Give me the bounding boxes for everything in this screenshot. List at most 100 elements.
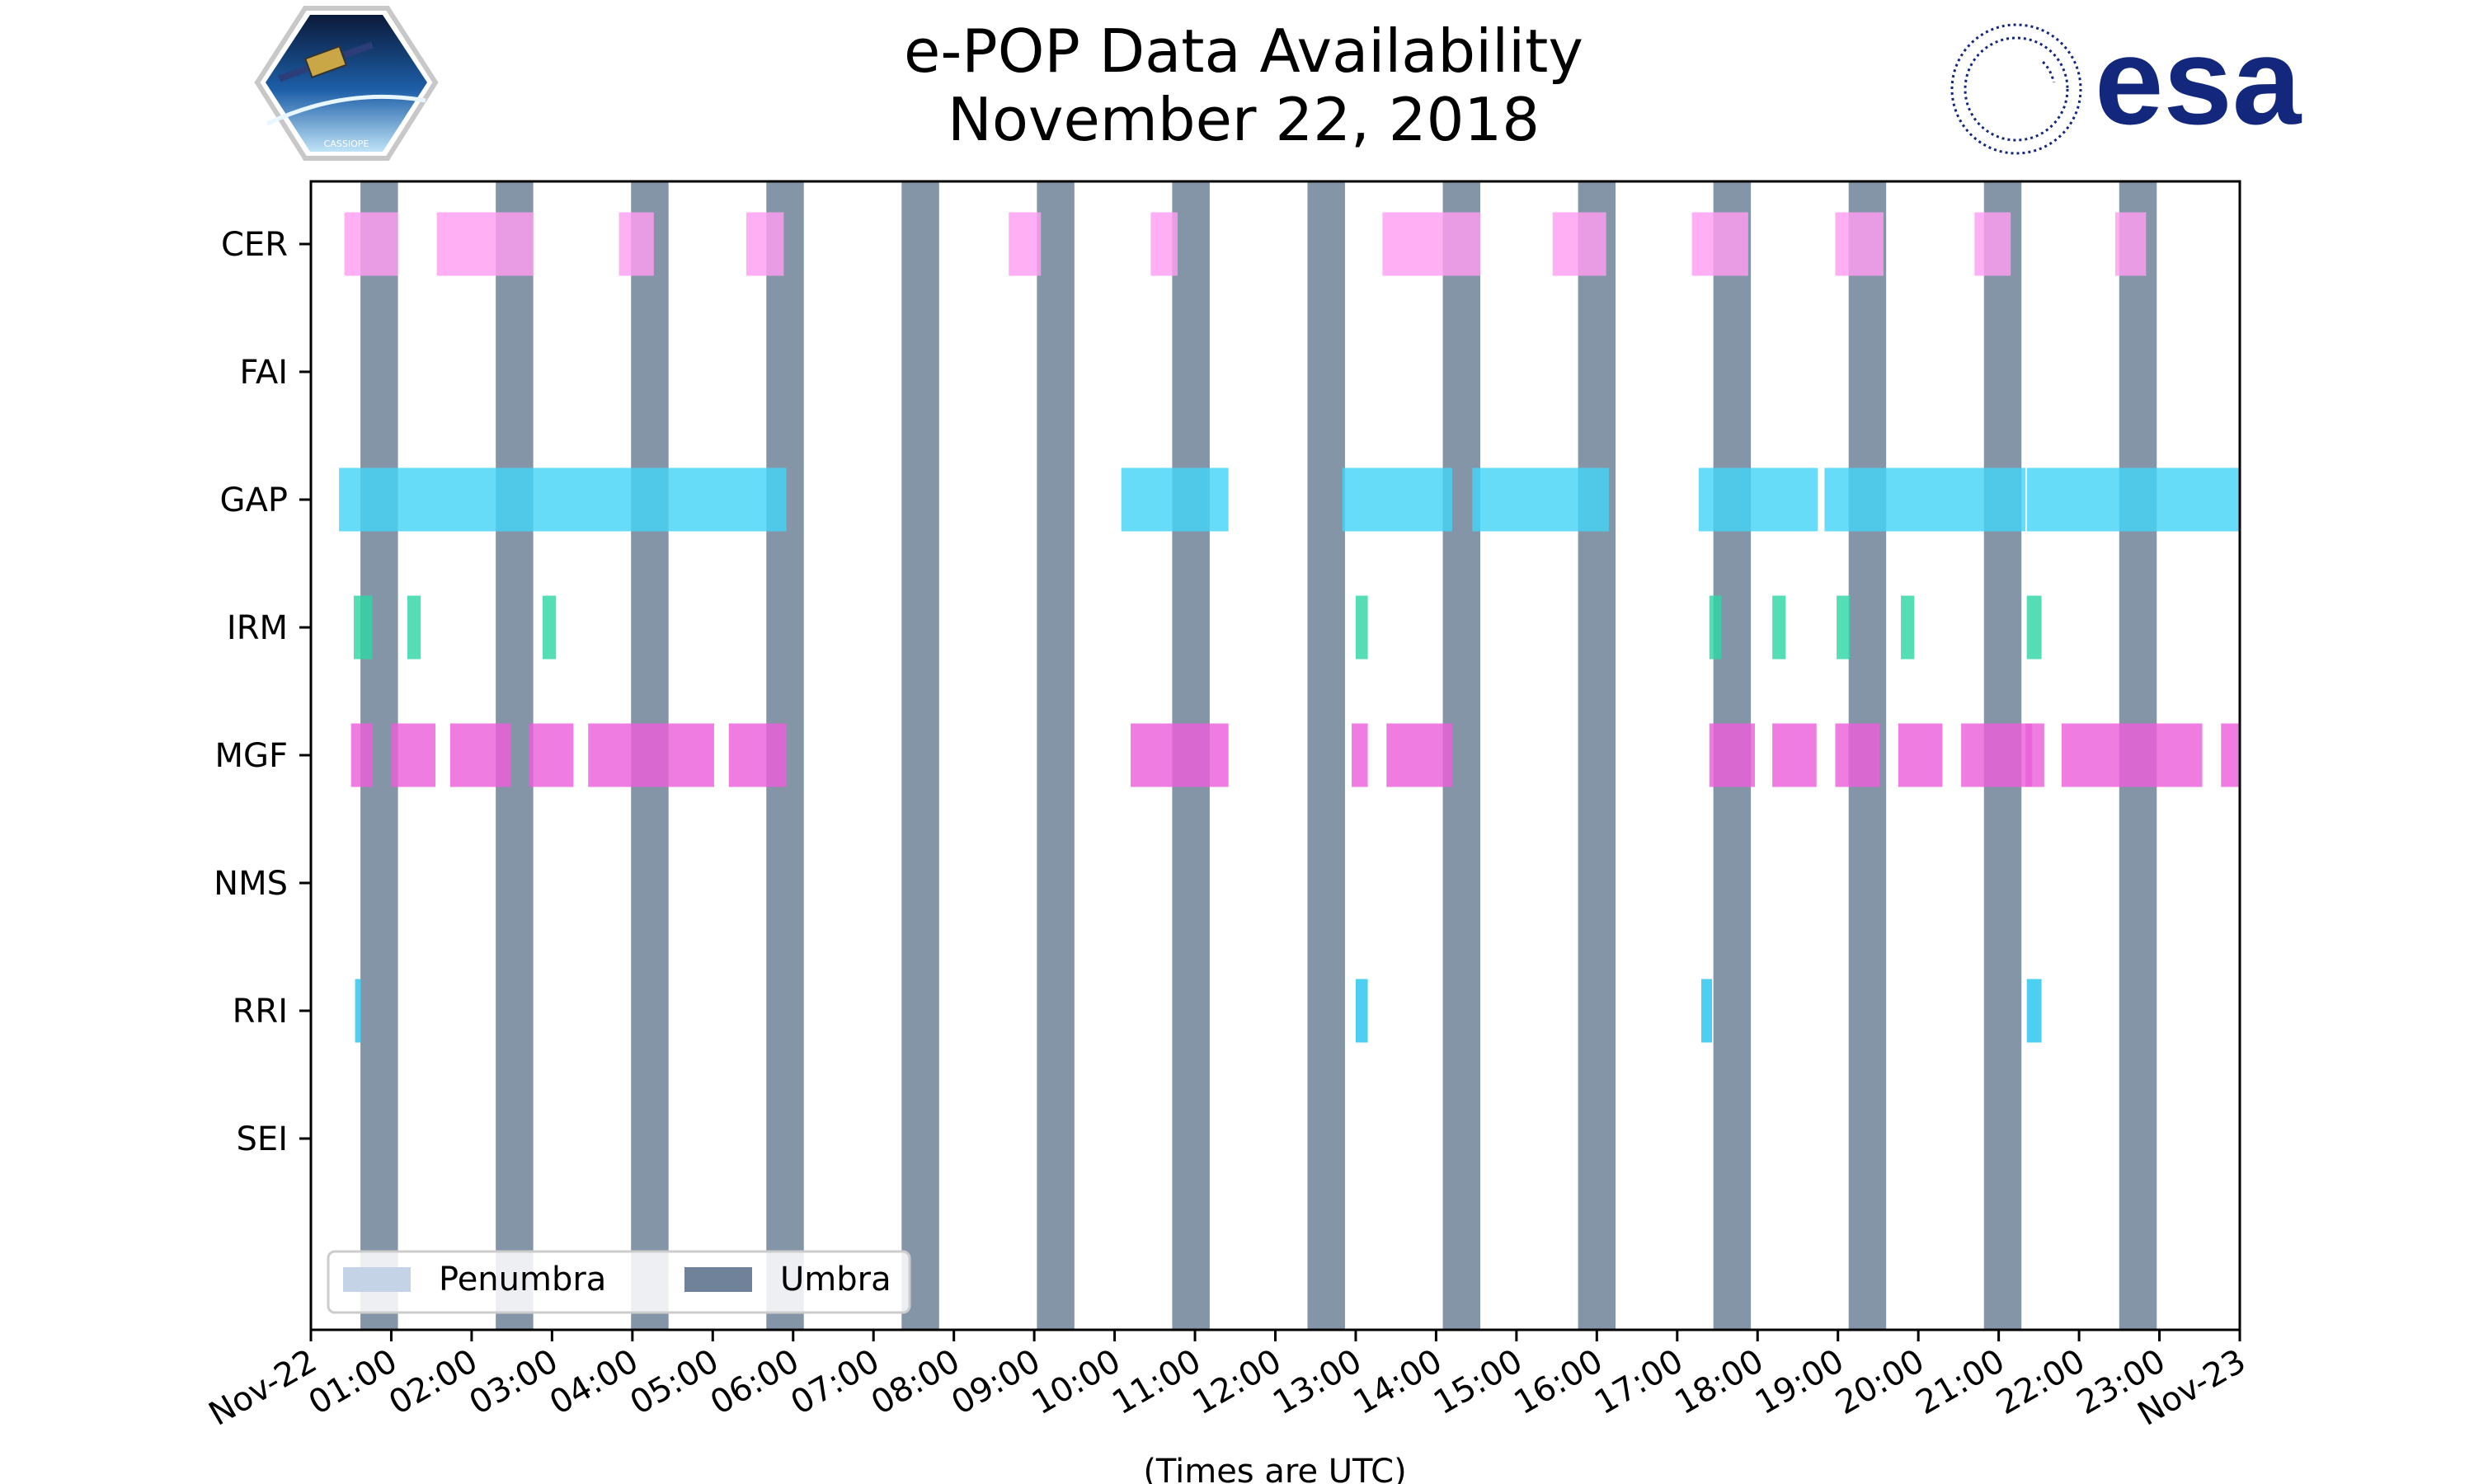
x-tick-label: 02:00 xyxy=(383,1342,484,1422)
y-tick-label-cer: CER xyxy=(221,226,288,264)
availability-bars xyxy=(339,212,2239,1043)
availability-bar-cer xyxy=(1835,212,1884,276)
availability-bar-cer xyxy=(745,212,784,276)
umbra-band xyxy=(1037,181,1075,1330)
x-axis-label: (Times are UTC) xyxy=(1143,1453,1406,1484)
availability-bar-gap xyxy=(1824,467,2026,532)
esa-logo: esa xyxy=(1950,12,2302,155)
y-tick-label-fai: FAI xyxy=(240,354,289,392)
x-axis: Nov-2201:0002:0003:0004:0005:0006:0007:0… xyxy=(203,1330,2252,1434)
availability-bar-cer xyxy=(1552,212,1606,276)
availability-bar-irm xyxy=(1837,595,1851,660)
cassiope-patch-image xyxy=(266,15,427,152)
availability-bar-gap xyxy=(1472,467,1609,532)
availability-bar-irm xyxy=(1709,595,1722,660)
availability-bar-cer xyxy=(436,212,534,276)
availability-bar-mgf xyxy=(1709,723,1756,787)
availability-bar-irm xyxy=(1355,595,1368,660)
availability-bar-cer xyxy=(1009,212,1042,276)
availability-bar-cer xyxy=(1691,212,1748,276)
availability-bar-mgf xyxy=(1898,723,1943,787)
availability-bar-gap xyxy=(339,467,787,532)
esa-globe-icon xyxy=(1950,23,2082,155)
availability-bar-mgf xyxy=(588,723,714,787)
availability-bar-mgf xyxy=(1835,723,1880,787)
legend: Penumbra Umbra xyxy=(327,1250,911,1314)
cassiope-label: CASSIOPE xyxy=(324,139,369,149)
legend-label-penumbra: Penumbra xyxy=(439,1261,606,1298)
availability-bar-mgf xyxy=(2221,723,2239,787)
availability-bar-mgf xyxy=(1386,723,1452,787)
x-tick-label: 04:00 xyxy=(543,1342,645,1422)
availability-bar-mgf xyxy=(1772,723,1817,787)
availability-bar-irm xyxy=(407,595,421,660)
x-tick-label: 11:00 xyxy=(1106,1342,1207,1422)
y-tick-label-gap: GAP xyxy=(220,481,288,519)
x-tick-label: 09:00 xyxy=(945,1342,1047,1422)
availability-bar-irm xyxy=(1772,595,1786,660)
availability-bar-mgf xyxy=(1352,723,1368,787)
y-tick-label-rri: RRI xyxy=(233,993,288,1031)
availability-bar-gap xyxy=(1698,467,1818,532)
y-tick-label-mgf: MGF xyxy=(214,737,288,775)
availability-bar-irm xyxy=(2026,595,2042,660)
x-tick-label: 19:00 xyxy=(1749,1342,1851,1422)
chart-title-line2: November 22, 2018 xyxy=(948,85,1540,154)
y-tick-label-nms: NMS xyxy=(214,865,288,903)
x-tick-label: 03:00 xyxy=(463,1342,565,1422)
legend-swatch-umbra xyxy=(684,1267,752,1292)
x-tick-label: 20:00 xyxy=(1829,1342,1931,1422)
availability-bar-mgf xyxy=(449,723,511,787)
availability-bar-cer xyxy=(618,212,654,276)
availability-bar-irm xyxy=(353,595,373,660)
availability-bar-mgf xyxy=(2061,723,2203,787)
x-tick-label: 06:00 xyxy=(704,1342,806,1422)
availability-bar-gap xyxy=(1342,467,1452,532)
x-tick-label: 13:00 xyxy=(1267,1342,1368,1422)
chart-title-line1: e-POP Data Availability xyxy=(904,16,1583,86)
availability-bar-mgf xyxy=(2025,723,2044,787)
availability-bar-irm xyxy=(1901,595,1915,660)
x-tick-label: 15:00 xyxy=(1427,1342,1529,1422)
cassiope-logo: CASSIOPE xyxy=(254,6,439,161)
availability-bar-gap xyxy=(2026,467,2239,532)
x-tick-label: 22:00 xyxy=(1990,1342,2091,1422)
x-tick-label: 21:00 xyxy=(1910,1342,2011,1422)
satellite-icon xyxy=(278,41,374,82)
esa-wordmark: esa xyxy=(2095,12,2302,150)
availability-bar-cer xyxy=(1974,212,2011,276)
availability-bar-mgf xyxy=(391,723,436,787)
x-tick-label: 17:00 xyxy=(1588,1342,1690,1422)
availability-bar-rri xyxy=(1355,979,1368,1043)
x-tick-label: 05:00 xyxy=(623,1342,725,1422)
legend-label-umbra: Umbra xyxy=(780,1261,891,1298)
availability-bar-mgf xyxy=(529,723,574,787)
x-tick-label: 14:00 xyxy=(1348,1342,1449,1422)
x-tick-label: 07:00 xyxy=(784,1342,886,1422)
availability-bar-mgf xyxy=(728,723,787,787)
y-tick-label-irm: IRM xyxy=(227,609,288,647)
availability-bar-mgf xyxy=(350,723,373,787)
umbra-band xyxy=(901,181,939,1330)
availability-bar-gap xyxy=(1121,467,1229,532)
x-tick-label: 10:00 xyxy=(1026,1342,1127,1422)
y-axis: CER FAI GAP IRM MGF NMS RRI SEI xyxy=(214,226,311,1158)
availability-bar-mgf xyxy=(1961,723,2033,787)
legend-swatch-penumbra xyxy=(343,1267,411,1292)
y-tick-label-sei: SEI xyxy=(237,1120,288,1158)
availability-bar-cer xyxy=(1150,212,1178,276)
availability-bar-rri xyxy=(1701,979,1713,1043)
umbra-band xyxy=(1307,181,1345,1330)
x-tick-label: 16:00 xyxy=(1507,1342,1609,1422)
x-tick-label: 18:00 xyxy=(1668,1342,1770,1422)
availability-bar-cer xyxy=(1382,212,1481,276)
x-tick-label: 01:00 xyxy=(303,1342,404,1422)
availability-bar-cer xyxy=(2114,212,2147,276)
x-tick-label: 08:00 xyxy=(865,1342,967,1422)
legend-box xyxy=(327,1250,911,1314)
availability-bar-rri xyxy=(355,979,361,1043)
availability-bar-cer xyxy=(344,212,398,276)
availability-bar-mgf xyxy=(1131,723,1229,787)
x-tick-label: 12:00 xyxy=(1187,1342,1288,1422)
